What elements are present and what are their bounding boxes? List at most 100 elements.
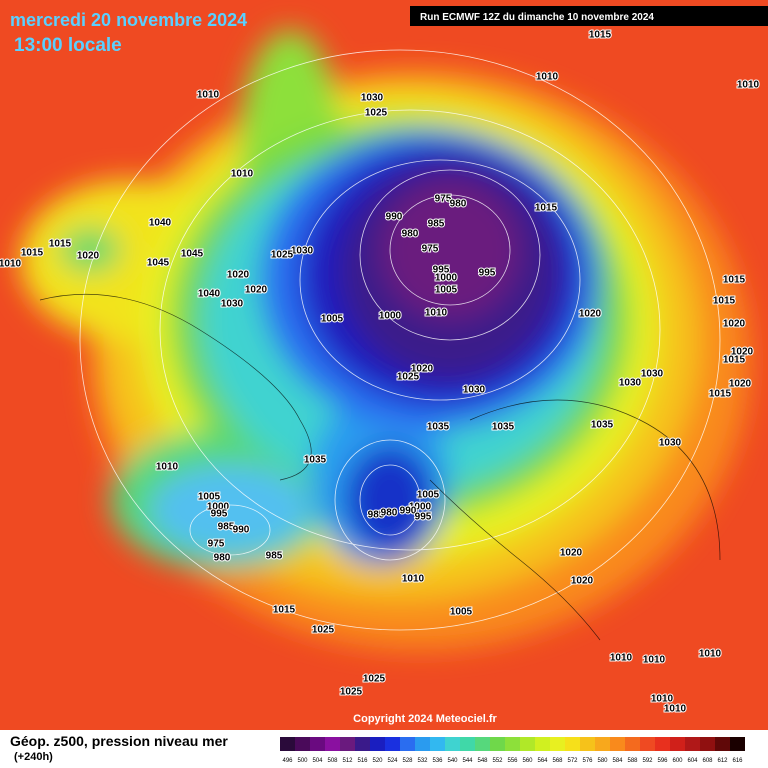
isobar-label: 1000 <box>435 273 458 284</box>
legend-swatch <box>670 737 685 751</box>
isobar-label: 1005 <box>198 492 221 503</box>
isobar-label: 1025 <box>397 372 420 383</box>
isobar-label: 1005 <box>450 607 473 618</box>
map-background <box>0 0 768 730</box>
legend-swatch <box>295 737 310 751</box>
legend-label: 552 <box>492 758 503 764</box>
isobar-label: 1010 <box>156 462 179 473</box>
legend-swatch <box>730 737 745 751</box>
legend-swatch <box>715 737 730 751</box>
legend-label: 580 <box>597 758 608 764</box>
legend-swatch <box>640 737 655 751</box>
legend-label: 500 <box>297 758 308 764</box>
legend-swatch <box>430 737 445 751</box>
isobar-label: 980 <box>450 199 467 210</box>
legend-label: 572 <box>567 758 578 764</box>
legend-label: 508 <box>327 758 338 764</box>
isobar-label: 975 <box>422 244 439 255</box>
isobar-label: 1020 <box>245 285 268 296</box>
isobar-label: 1030 <box>221 299 244 310</box>
isobar-label: 975 <box>435 194 452 205</box>
legend-label: 544 <box>462 758 473 764</box>
legend-label: 588 <box>627 758 638 764</box>
isobar-label: 1020 <box>731 347 754 358</box>
legend-swatch <box>355 737 370 751</box>
isobar-label: 1035 <box>427 422 450 433</box>
isobar-label: 1005 <box>435 285 458 296</box>
legend-label: 532 <box>417 758 428 764</box>
isobar-label: 1035 <box>591 420 614 431</box>
legend-swatch <box>415 737 430 751</box>
legend-label: 560 <box>522 758 533 764</box>
legend-swatch <box>340 737 355 751</box>
isobar-label: 1035 <box>492 422 515 433</box>
legend-swatch <box>700 737 715 751</box>
legend-label: 596 <box>657 758 668 764</box>
legend-label: 520 <box>372 758 383 764</box>
legend-label: 496 <box>282 758 293 764</box>
legend-swatch <box>595 737 610 751</box>
isobar-label: 1015 <box>709 389 732 400</box>
legend-swatch <box>625 737 640 751</box>
isobar-label: 1015 <box>723 355 746 366</box>
isobar-label: 1010 <box>664 704 687 715</box>
isobar-label: 1025 <box>271 250 294 261</box>
legend-label: 600 <box>672 758 683 764</box>
legend-label: 608 <box>702 758 713 764</box>
legend-swatch <box>655 737 670 751</box>
isobar-label: 1010 <box>699 649 722 660</box>
legend-label: 516 <box>357 758 368 764</box>
isobar-label: 1030 <box>641 369 664 380</box>
legend-swatch <box>610 737 625 751</box>
isobar-label: 1040 <box>198 289 221 300</box>
isobar-label: 1010 <box>0 259 22 270</box>
isobar-label: 995 <box>433 265 450 276</box>
isobar-label: 1030 <box>659 438 682 449</box>
isobar-label: 1000 <box>379 311 402 322</box>
isobar-label: 1015 <box>589 30 612 41</box>
legend-swatch <box>580 737 595 751</box>
run-banner <box>410 6 768 26</box>
isobar-label: 1010 <box>402 574 425 585</box>
isobar-label: 1030 <box>291 246 314 257</box>
isobar-label: 990 <box>400 506 417 517</box>
run-info: Run ECMWF 12Z du dimanche 10 novembre 20… <box>420 12 654 23</box>
isobar-label: 980 <box>381 508 398 519</box>
isobar-label: 1020 <box>571 576 594 587</box>
isobar-label: 1020 <box>560 548 583 559</box>
legend-swatch <box>325 737 340 751</box>
isobar-label: 980 <box>214 553 231 564</box>
legend-swatch <box>520 737 535 751</box>
isobar-label: 1020 <box>77 251 100 262</box>
isobar-label: 1000 <box>409 502 432 513</box>
isobar-label: 1040 <box>149 218 172 229</box>
isobar-label: 1045 <box>147 258 170 269</box>
isobar-label: 1010 <box>536 72 559 83</box>
copyright: Copyright 2024 Meteociel.fr <box>353 713 497 725</box>
isobar-label: 1010 <box>425 308 448 319</box>
isobar-label: 995 <box>211 509 228 520</box>
legend-swatch <box>445 737 460 751</box>
isobar-label: 1010 <box>231 169 254 180</box>
legend-label: 528 <box>402 758 413 764</box>
isobar-label: 1025 <box>340 687 363 698</box>
isobar-label: 1020 <box>227 270 250 281</box>
isobar-label: 975 <box>208 539 225 550</box>
isobar-label: 990 <box>386 212 403 223</box>
legend-swatch <box>550 737 565 751</box>
legend-label: 592 <box>642 758 653 764</box>
isobar-label: 985 <box>368 510 385 521</box>
isobar-label: 1015 <box>273 605 296 616</box>
legend-label: 616 <box>732 758 743 764</box>
legend-label: 564 <box>537 758 548 764</box>
legend-swatch <box>280 737 295 751</box>
legend-label: 536 <box>432 758 443 764</box>
isobar-label: 1015 <box>535 203 558 214</box>
isobar-label: 1035 <box>304 455 327 466</box>
isobar-label: 985 <box>218 522 235 533</box>
isobar-label: 1005 <box>417 490 440 501</box>
legend-label: 612 <box>717 758 728 764</box>
legend-swatch <box>490 737 505 751</box>
legend-swatch <box>475 737 490 751</box>
